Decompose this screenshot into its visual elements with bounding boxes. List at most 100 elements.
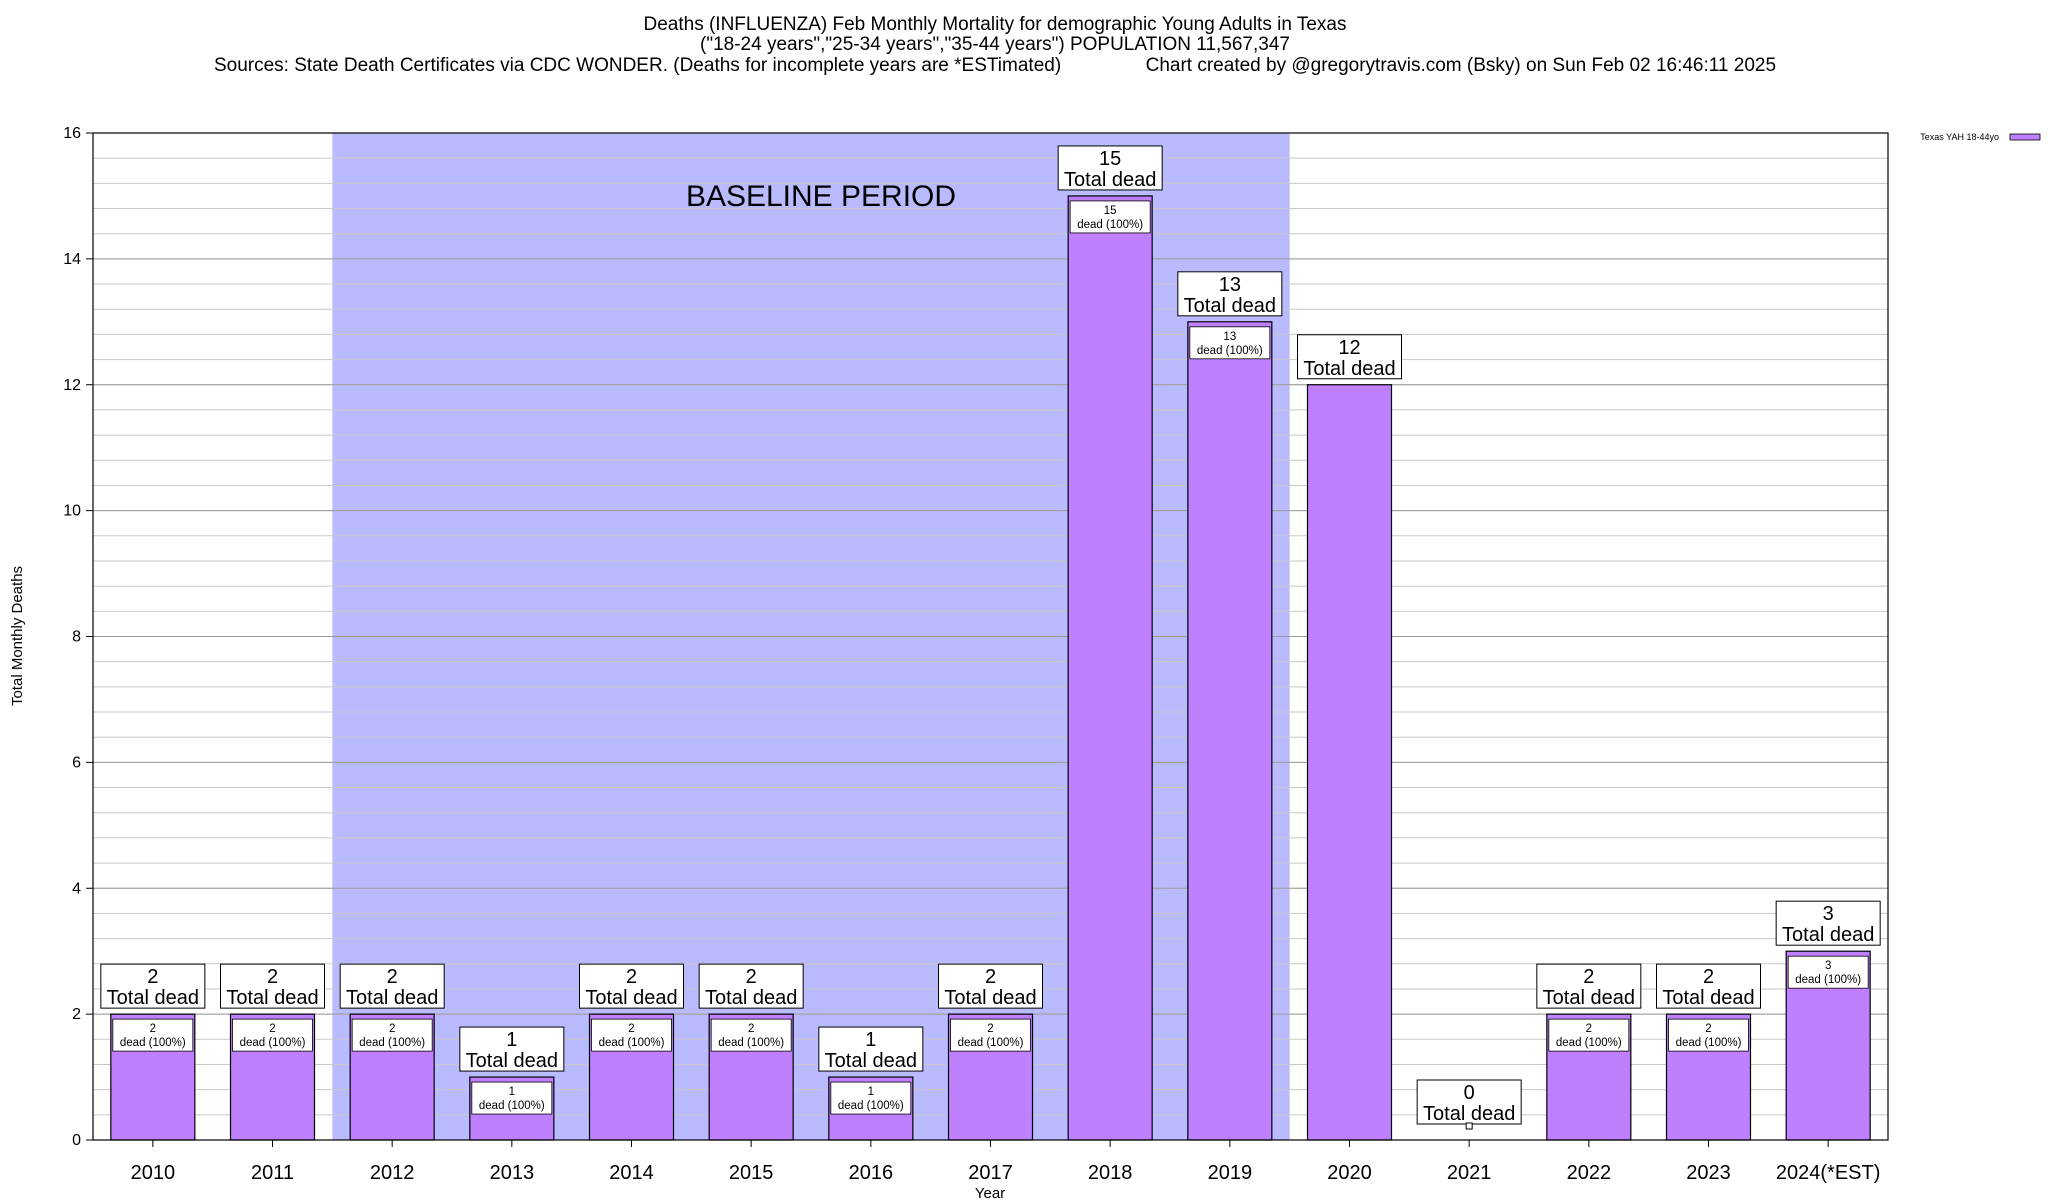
x-tick-label-2023: 2023 — [1686, 1162, 1731, 1184]
inner-value-label-2014: 2 — [628, 1023, 634, 1035]
inner-value-label-2010: 2 — [150, 1023, 156, 1035]
total-dead-label-2018: Total dead — [1064, 169, 1156, 191]
y-tick-label: 12 — [63, 377, 81, 394]
legend-swatch — [2009, 133, 2041, 141]
x-tick-label-2013: 2013 — [490, 1162, 535, 1184]
inner-dead-label-2012: dead (100%) — [359, 1037, 425, 1049]
inner-dead-label-2019: dead (100%) — [1197, 345, 1263, 357]
total-label-box-2013 — [459, 1026, 565, 1072]
inner-value-label-2022: 2 — [1586, 1023, 1592, 1035]
y-axis-title: Total Monthly Deaths — [9, 566, 26, 706]
inner-value-label-2018: 15 — [1104, 205, 1117, 217]
inner-label-box-2013 — [471, 1081, 553, 1115]
inner-dead-label-2022: dead (100%) — [1556, 1037, 1622, 1049]
total-label-box-2012 — [339, 963, 445, 1009]
y-tick-label: 6 — [72, 754, 81, 771]
total-value-label-2014: 2 — [626, 966, 637, 988]
total-value-label-2023: 2 — [1703, 966, 1714, 988]
inner-dead-label-2014: dead (100%) — [599, 1037, 665, 1049]
total-label-box-2015 — [698, 963, 804, 1009]
x-tick-label-2017: 2017 — [968, 1162, 1013, 1184]
total-label-box-2014 — [579, 963, 684, 1009]
x-tick-label-2024(*EST): 2024(*EST) — [1776, 1162, 1881, 1184]
total-dead-label-2013: Total dead — [466, 1050, 558, 1072]
x-tick-label-2021: 2021 — [1447, 1162, 1492, 1184]
x-tick-label-2022: 2022 — [1567, 1162, 1612, 1184]
x-axis-title: Year — [975, 1185, 1005, 1200]
total-label-box-2021 — [1416, 1079, 1522, 1125]
inner-dead-label-2010: dead (100%) — [120, 1037, 186, 1049]
total-value-label-2010: 2 — [147, 966, 158, 988]
y-tick-label: 8 — [72, 629, 81, 646]
total-label-box-2018 — [1057, 145, 1163, 191]
total-value-label-2019: 13 — [1219, 274, 1241, 296]
legend-label: Texas YAH 18-44yo — [1920, 132, 1999, 142]
total-value-label-2017: 2 — [985, 966, 996, 988]
bar-2020 — [1306, 384, 1393, 1141]
inner-dead-label-2018: dead (100%) — [1077, 219, 1143, 231]
inner-value-label-2015: 2 — [748, 1023, 754, 1035]
inner-label-box-2010 — [112, 1018, 194, 1052]
x-tick-label-2010: 2010 — [131, 1162, 176, 1184]
total-value-label-2024(*EST): 3 — [1823, 903, 1834, 925]
total-dead-label-2020: Total dead — [1303, 358, 1395, 380]
total-value-label-2018: 15 — [1099, 148, 1121, 170]
total-dead-label-2014: Total dead — [585, 987, 677, 1009]
inner-dead-label-2016: dead (100%) — [838, 1100, 904, 1112]
total-label-box-2024(*EST) — [1775, 900, 1881, 946]
chart-title-line-3: Sources: State Death Certificates via CD… — [213, 55, 1777, 76]
y-tick-label: 14 — [63, 251, 81, 268]
total-dead-label-2017: Total dead — [944, 987, 1036, 1009]
inner-value-label-2017: 2 — [987, 1023, 993, 1035]
total-value-label-2015: 2 — [746, 966, 757, 988]
total-label-box-2019 — [1177, 271, 1283, 317]
x-tick-label-2015: 2015 — [729, 1162, 774, 1184]
total-dead-label-2010: Total dead — [107, 987, 199, 1009]
inner-value-label-2023: 2 — [1705, 1023, 1711, 1035]
total-dead-label-2012: Total dead — [346, 987, 438, 1009]
y-tick-label: 16 — [63, 125, 81, 142]
x-tick-label-2011: 2011 — [251, 1162, 294, 1184]
total-dead-label-2019: Total dead — [1184, 295, 1276, 317]
y-tick-label: 10 — [63, 503, 81, 520]
inner-dead-label-2017: dead (100%) — [958, 1037, 1024, 1049]
inner-value-label-2019: 13 — [1223, 331, 1236, 343]
total-value-label-2020: 12 — [1338, 337, 1360, 359]
inner-label-box-2018 — [1069, 200, 1151, 234]
total-dead-label-2024(*EST): Total dead — [1782, 924, 1874, 946]
inner-label-box-2023 — [1668, 1018, 1749, 1052]
total-label-box-2016 — [818, 1026, 924, 1072]
inner-dead-label-2013: dead (100%) — [479, 1100, 545, 1112]
inner-label-box-2024(*EST) — [1787, 955, 1869, 989]
total-dead-label-2016: Total dead — [825, 1050, 917, 1072]
total-label-box-2022 — [1536, 963, 1642, 1009]
inner-label-box-2015 — [710, 1018, 792, 1052]
inner-value-label-2013: 1 — [509, 1086, 515, 1098]
total-dead-label-2023: Total dead — [1662, 987, 1754, 1009]
y-tick-label: 2 — [72, 1006, 81, 1023]
inner-label-box-2019 — [1189, 326, 1271, 360]
total-label-box-2020 — [1297, 334, 1402, 380]
inner-dead-label-2011: dead (100%) — [240, 1037, 306, 1049]
total-label-box-2011 — [220, 963, 325, 1009]
inner-dead-label-2023: dead (100%) — [1676, 1037, 1742, 1049]
inner-value-label-2012: 2 — [389, 1023, 395, 1035]
y-tick-label: 4 — [72, 880, 81, 897]
total-value-label-2016: 1 — [865, 1029, 876, 1051]
total-value-label-2012: 2 — [387, 966, 398, 988]
legend: Texas YAH 18-44yo — [1920, 132, 2041, 142]
y-tick-label: 0 — [72, 1132, 81, 1149]
total-value-label-2021: 0 — [1464, 1082, 1475, 1104]
inner-label-box-2016 — [830, 1081, 912, 1115]
bar-2019 — [1187, 321, 1273, 1141]
inner-label-box-2011 — [232, 1018, 313, 1052]
total-label-box-2023 — [1656, 963, 1761, 1009]
inner-label-box-2014 — [591, 1018, 672, 1052]
total-label-box-2017 — [938, 963, 1043, 1009]
x-tick-label-2014: 2014 — [609, 1162, 654, 1184]
inner-value-label-2011: 2 — [269, 1023, 275, 1035]
bar-2018 — [1067, 195, 1153, 1141]
chart-title-line-1: Deaths (INFLUENZA) Feb Monthly Mortality… — [643, 14, 1347, 35]
